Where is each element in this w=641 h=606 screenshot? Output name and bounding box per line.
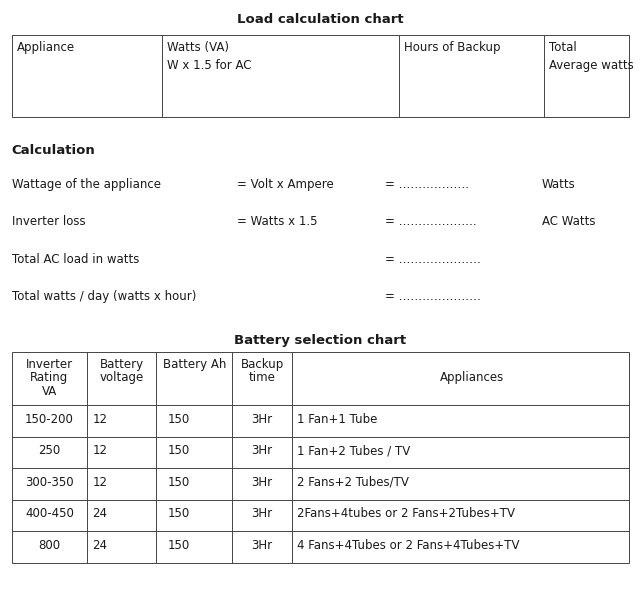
Text: = …………………: = …………………: [385, 253, 481, 265]
Text: Wattage of the appliance: Wattage of the appliance: [12, 178, 160, 190]
Bar: [12, 35, 629, 117]
Text: 12: 12: [92, 444, 107, 457]
Text: 4 Fans+4Tubes or 2 Fans+4Tubes+TV: 4 Fans+4Tubes or 2 Fans+4Tubes+TV: [297, 539, 520, 551]
Text: 150: 150: [168, 476, 190, 488]
Text: Average watts: Average watts: [549, 59, 633, 72]
Text: 1 Fan+1 Tube: 1 Fan+1 Tube: [297, 413, 378, 425]
Text: = Volt x Ampere: = Volt x Ampere: [237, 178, 334, 190]
Text: AC Watts: AC Watts: [542, 215, 595, 228]
Text: 3Hr: 3Hr: [252, 539, 272, 551]
Bar: [12, 352, 629, 563]
Text: 3Hr: 3Hr: [252, 444, 272, 457]
Text: 3Hr: 3Hr: [252, 476, 272, 488]
Text: Total: Total: [549, 41, 576, 54]
Text: Total AC load in watts: Total AC load in watts: [12, 253, 139, 265]
Text: 1 Fan+2 Tubes / TV: 1 Fan+2 Tubes / TV: [297, 444, 411, 457]
Text: = ………………: = ………………: [385, 178, 469, 190]
Text: 3Hr: 3Hr: [252, 413, 272, 425]
Text: Calculation: Calculation: [12, 144, 96, 157]
Text: = Watts x 1.5: = Watts x 1.5: [237, 215, 318, 228]
Text: Load calculation chart: Load calculation chart: [237, 13, 404, 26]
Text: 800: 800: [38, 539, 60, 551]
Text: voltage: voltage: [99, 371, 144, 384]
Text: 24: 24: [92, 507, 107, 520]
Text: 400-450: 400-450: [25, 507, 74, 520]
Text: Appliances: Appliances: [440, 371, 504, 384]
Text: Hours of Backup: Hours of Backup: [404, 41, 501, 54]
Text: 2 Fans+2 Tubes/TV: 2 Fans+2 Tubes/TV: [297, 476, 410, 488]
Text: 3Hr: 3Hr: [252, 507, 272, 520]
Text: W x 1.5 for AC: W x 1.5 for AC: [167, 59, 252, 72]
Text: 2Fans+4tubes or 2 Fans+2Tubes+TV: 2Fans+4tubes or 2 Fans+2Tubes+TV: [297, 507, 515, 520]
Text: Watts (VA): Watts (VA): [167, 41, 229, 54]
Text: = ………………..: = ………………..: [385, 215, 476, 228]
Text: 150: 150: [168, 444, 190, 457]
Text: Battery Ah: Battery Ah: [163, 358, 226, 371]
Text: Inverter: Inverter: [26, 358, 73, 371]
Text: Inverter loss: Inverter loss: [12, 215, 85, 228]
Text: Battery selection chart: Battery selection chart: [235, 334, 406, 347]
Text: 150-200: 150-200: [25, 413, 74, 425]
Text: Backup: Backup: [240, 358, 284, 371]
Text: VA: VA: [42, 385, 57, 398]
Text: Rating: Rating: [30, 371, 69, 384]
Text: 12: 12: [92, 476, 107, 488]
Text: 150: 150: [168, 539, 190, 551]
Text: Battery: Battery: [100, 358, 144, 371]
Text: time: time: [249, 371, 276, 384]
Text: = …………………: = …………………: [385, 290, 481, 303]
Text: 24: 24: [92, 539, 107, 551]
Text: Total watts / day (watts x hour): Total watts / day (watts x hour): [12, 290, 196, 303]
Text: 150: 150: [168, 507, 190, 520]
Text: 300-350: 300-350: [25, 476, 74, 488]
Text: 12: 12: [92, 413, 107, 425]
Text: Watts: Watts: [542, 178, 576, 190]
Text: 250: 250: [38, 444, 60, 457]
Text: 150: 150: [168, 413, 190, 425]
Text: Appliance: Appliance: [17, 41, 75, 54]
